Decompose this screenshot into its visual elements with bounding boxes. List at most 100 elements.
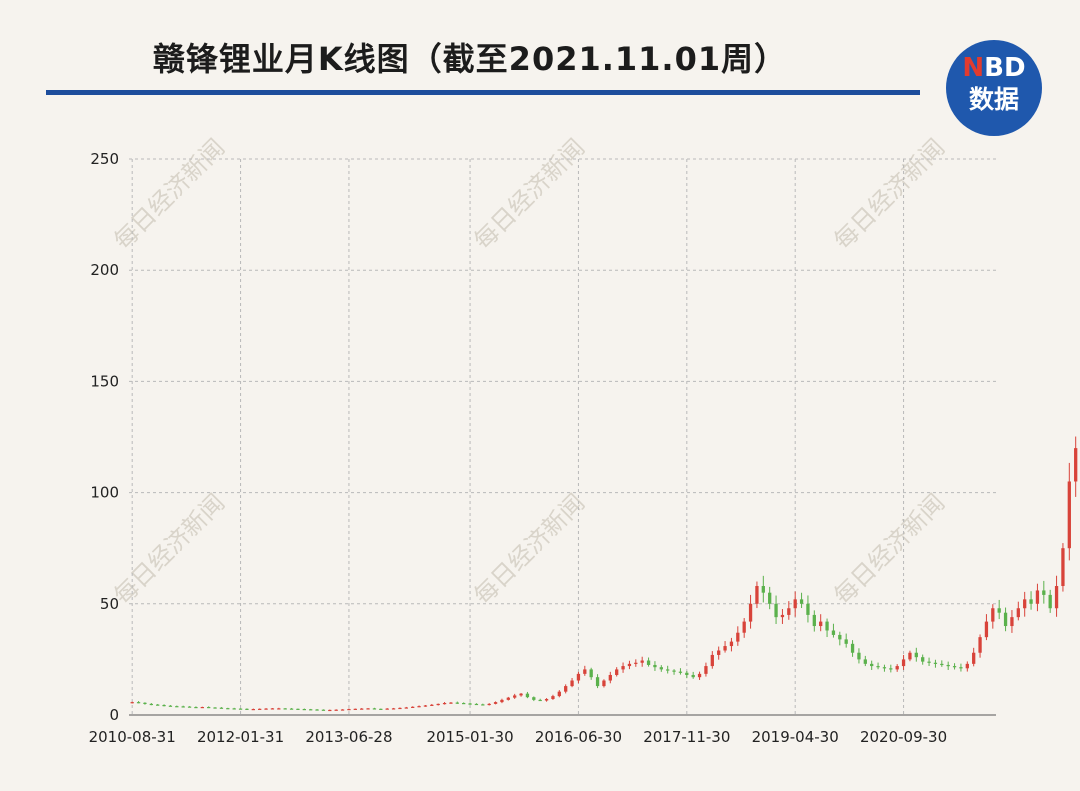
candle-body [972, 652, 976, 664]
candle-body [583, 669, 587, 674]
candle-body [1023, 599, 1027, 609]
candle-body [850, 643, 855, 653]
candle-body [366, 708, 370, 710]
candle-body [1003, 612, 1008, 627]
candle-body [959, 667, 963, 669]
candle-body [264, 708, 268, 710]
candle-body [391, 708, 396, 710]
candle-body [717, 650, 721, 655]
candle-body [238, 708, 243, 710]
candle-body [914, 652, 918, 658]
candle-body [876, 666, 880, 668]
candle-body [379, 708, 383, 710]
y-tick-label: 100 [90, 484, 119, 502]
candle-body [328, 709, 332, 712]
candle-body [372, 708, 377, 710]
candle-body [385, 708, 389, 710]
candle-body [978, 637, 982, 653]
candle-body [564, 686, 568, 692]
candle-body [136, 702, 141, 704]
candle-body [621, 666, 625, 670]
candle-body [691, 674, 695, 678]
nbd-logo-badge: NBD 数据 [946, 40, 1042, 136]
candle-body [755, 586, 759, 604]
candle-body [347, 708, 351, 711]
candle-body [481, 704, 485, 706]
candle-body [207, 706, 211, 709]
candle-body [646, 660, 651, 665]
candle-body [544, 698, 549, 701]
candle-body [666, 669, 670, 671]
candle-body [1048, 594, 1052, 609]
candle-body [595, 677, 600, 687]
candle-body [360, 708, 364, 710]
candle-body [570, 680, 574, 687]
candle-body [933, 662, 938, 664]
candle-body [219, 707, 224, 709]
candle-body [870, 663, 874, 667]
candle-body [309, 709, 313, 711]
candle-body [251, 708, 255, 711]
candle-body [838, 634, 842, 640]
candle-body [340, 709, 345, 711]
y-axis: 0 50 100 150 200 250 [90, 150, 996, 724]
candle-body [149, 703, 153, 706]
candle-body [187, 706, 192, 708]
candle-body [640, 660, 644, 663]
candle-body [181, 706, 185, 708]
candle-body [793, 599, 797, 609]
candle-body [991, 608, 995, 622]
candle-body [1035, 590, 1040, 604]
logo-line2: 数据 [968, 85, 1019, 114]
candle-body [685, 672, 689, 675]
candle-body [653, 664, 657, 668]
candle-body [1067, 481, 1071, 549]
candle-body [576, 673, 581, 681]
candle-body [589, 669, 593, 678]
candle-body [468, 703, 472, 705]
candle-body [1061, 548, 1065, 587]
candle-body [258, 708, 262, 710]
candle-body [143, 702, 147, 704]
candle-body [921, 657, 925, 662]
candle-body [984, 621, 989, 638]
logo-line1: NBD [946, 54, 1042, 82]
candle-body [1016, 608, 1020, 618]
candle-body [232, 708, 236, 710]
candle-body [768, 592, 772, 604]
candle-body [462, 702, 466, 705]
candle-body [940, 663, 944, 666]
x-tick-label: 2013-06-28 [305, 728, 392, 746]
candle-body [780, 614, 785, 618]
candle-body [952, 666, 957, 668]
y-tick-label: 250 [90, 150, 119, 168]
candle-body [672, 670, 676, 672]
candle-body [557, 691, 561, 697]
x-tick-label: 2017-11-30 [643, 728, 730, 746]
candle-body [430, 704, 434, 706]
candle-body [1074, 448, 1078, 482]
candle-body [474, 703, 479, 706]
y-tick-label: 200 [90, 261, 119, 279]
candle-body [697, 673, 702, 678]
candle-body [748, 603, 753, 622]
watermark-text: 每日经济新闻 [829, 489, 951, 611]
candle-body [500, 699, 504, 703]
x-tick-label: 2015-01-30 [426, 728, 513, 746]
candle-body [1010, 617, 1014, 627]
candle-body [506, 697, 510, 700]
candle-body [901, 659, 906, 667]
candle-body [442, 702, 447, 705]
candle-body [678, 671, 683, 673]
candle-body [736, 632, 740, 642]
candle-body [704, 666, 708, 674]
candle-body [710, 654, 714, 667]
candle-body [1042, 590, 1046, 595]
candle-body [799, 599, 804, 604]
candle-body [742, 621, 746, 633]
candle-body [245, 708, 249, 710]
candle-body [965, 663, 969, 669]
watermark-text: 每日经济新闻 [829, 134, 951, 256]
candle-body [946, 664, 950, 667]
